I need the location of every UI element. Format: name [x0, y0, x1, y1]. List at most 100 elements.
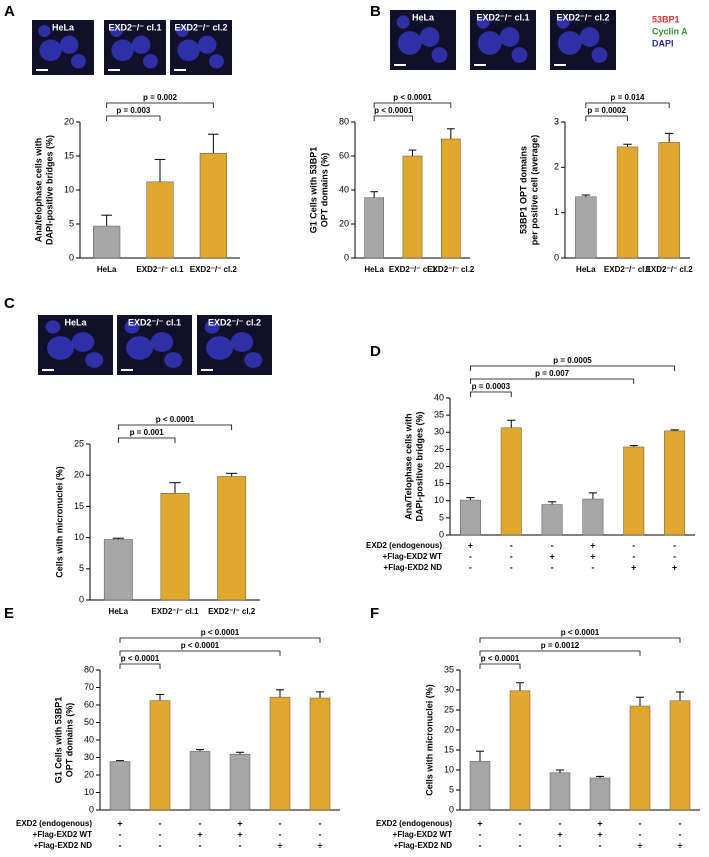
y-axis-label: DAPI-positive bridges (%)	[44, 135, 54, 245]
y-tick-label: 60	[339, 150, 349, 160]
y-tick-label: 0	[69, 252, 74, 262]
y-tick-label: 10	[444, 764, 454, 774]
x-tick-label: EXD2⁻/⁻ cl.2	[427, 265, 475, 274]
y-tick-label: 15	[434, 478, 444, 488]
nucleus	[476, 15, 490, 29]
significance-bracket	[373, 102, 452, 108]
significance-bracket	[119, 637, 321, 643]
nucleus	[397, 31, 422, 55]
significance-bracket	[479, 650, 641, 656]
y-tick-label: 2	[554, 162, 559, 172]
significance-bracket	[106, 115, 161, 121]
condition-mark: +	[557, 829, 562, 839]
y-axis-label: Ana/Telophase cells with	[403, 413, 413, 519]
condition-mark: -	[479, 829, 482, 839]
bar	[616, 146, 639, 259]
condition-mark: -	[279, 818, 282, 828]
significance-bracket	[470, 391, 512, 397]
p-value: p = 0.0003	[472, 382, 511, 391]
condition-mark: -	[479, 840, 482, 850]
nucleus	[431, 47, 448, 63]
nucleus	[38, 24, 51, 38]
legend-entry: 53BP1	[652, 14, 680, 24]
y-tick-label: 60	[84, 699, 94, 709]
nucleus	[47, 336, 74, 360]
condition-mark: -	[159, 829, 162, 839]
condition-mark: +	[477, 818, 482, 828]
image-label: EXD2⁻/⁻ cl.2	[208, 317, 261, 327]
nucleus	[579, 27, 600, 47]
condition-label: +Flag-EXD2 WT	[383, 552, 442, 561]
x-tick-label: HeLa	[576, 265, 596, 274]
y-axis-label: Cells with micronuclei (%)	[424, 684, 434, 796]
image-label: EXD2⁻/⁻ cl.2	[174, 22, 227, 32]
p-value: p < 0.0001	[561, 628, 600, 637]
panel-letter: A	[4, 3, 15, 20]
panel-letter: F	[370, 605, 379, 622]
bar	[109, 761, 131, 811]
condition-mark: -	[632, 551, 635, 561]
y-axis-label: 53BP1 OPT domains	[518, 146, 528, 234]
condition-mark: -	[639, 818, 642, 828]
y-tick-label: 20	[64, 116, 74, 126]
bar	[441, 138, 461, 259]
bar	[364, 197, 385, 259]
nucleus	[71, 332, 95, 352]
condition-label: +Flag-EXD2 WT	[393, 830, 452, 839]
p-value: p < 0.0001	[201, 628, 240, 637]
significance-bracket	[106, 102, 214, 108]
y-tick-label: 1	[554, 207, 559, 217]
condition-mark: +	[677, 840, 682, 850]
condition-mark: -	[510, 562, 513, 572]
condition-mark: +	[468, 540, 473, 550]
y-tick-label: 5	[69, 218, 74, 228]
y-tick-label: 20	[74, 470, 84, 480]
condition-mark: -	[199, 840, 202, 850]
nucleus	[124, 320, 140, 334]
condition-mark: -	[469, 551, 472, 561]
condition-mark: -	[559, 840, 562, 850]
y-tick-label: 40	[434, 392, 444, 402]
significance-bracket	[470, 378, 635, 384]
condition-label: +Flag-EXD2 ND	[34, 841, 93, 850]
y-axis-label: DAPI-positive bridges (%)	[414, 411, 424, 521]
y-tick-label: 10	[64, 184, 74, 194]
nucleus	[143, 53, 158, 69]
bar	[589, 777, 611, 811]
condition-mark: +	[597, 829, 602, 839]
condition-label: EXD2 (endogenous)	[376, 819, 452, 828]
condition-label: EXD2 (endogenous)	[16, 819, 92, 828]
x-tick-label: HeLa	[97, 265, 117, 274]
y-axis-label: Ana/telophase cells with	[33, 138, 43, 243]
condition-mark: +	[590, 540, 595, 550]
y-tick-label: 15	[64, 150, 74, 160]
nucleus	[39, 39, 62, 62]
condition-mark: +	[637, 840, 642, 850]
significance-bracket	[119, 663, 161, 669]
nucleus	[111, 39, 134, 62]
legend-entry: Cyclin A	[652, 26, 688, 36]
condition-mark: +	[631, 562, 636, 572]
y-axis-label: G1 Cells with 53BP1	[308, 147, 318, 234]
bar	[229, 754, 251, 811]
nucleus	[126, 336, 153, 360]
x-tick-label: EXD2⁻/⁻ cl.2	[646, 265, 694, 274]
nucleus	[206, 336, 233, 360]
y-tick-label: 15	[444, 744, 454, 754]
bar	[189, 751, 211, 811]
nucleus	[499, 27, 520, 47]
nucleus	[419, 27, 440, 47]
y-tick-label: 0	[554, 252, 559, 262]
panel-letter: B	[370, 3, 381, 20]
condition-mark: -	[239, 840, 242, 850]
bar	[541, 504, 563, 536]
y-tick-label: 80	[339, 116, 349, 126]
bar	[582, 498, 604, 536]
condition-mark: -	[632, 540, 635, 550]
nucleus	[150, 332, 174, 352]
x-tick-label: EXD2⁻/⁻ cl.1	[604, 265, 652, 274]
bar	[217, 476, 247, 601]
bar	[629, 705, 651, 811]
bar	[623, 446, 645, 536]
